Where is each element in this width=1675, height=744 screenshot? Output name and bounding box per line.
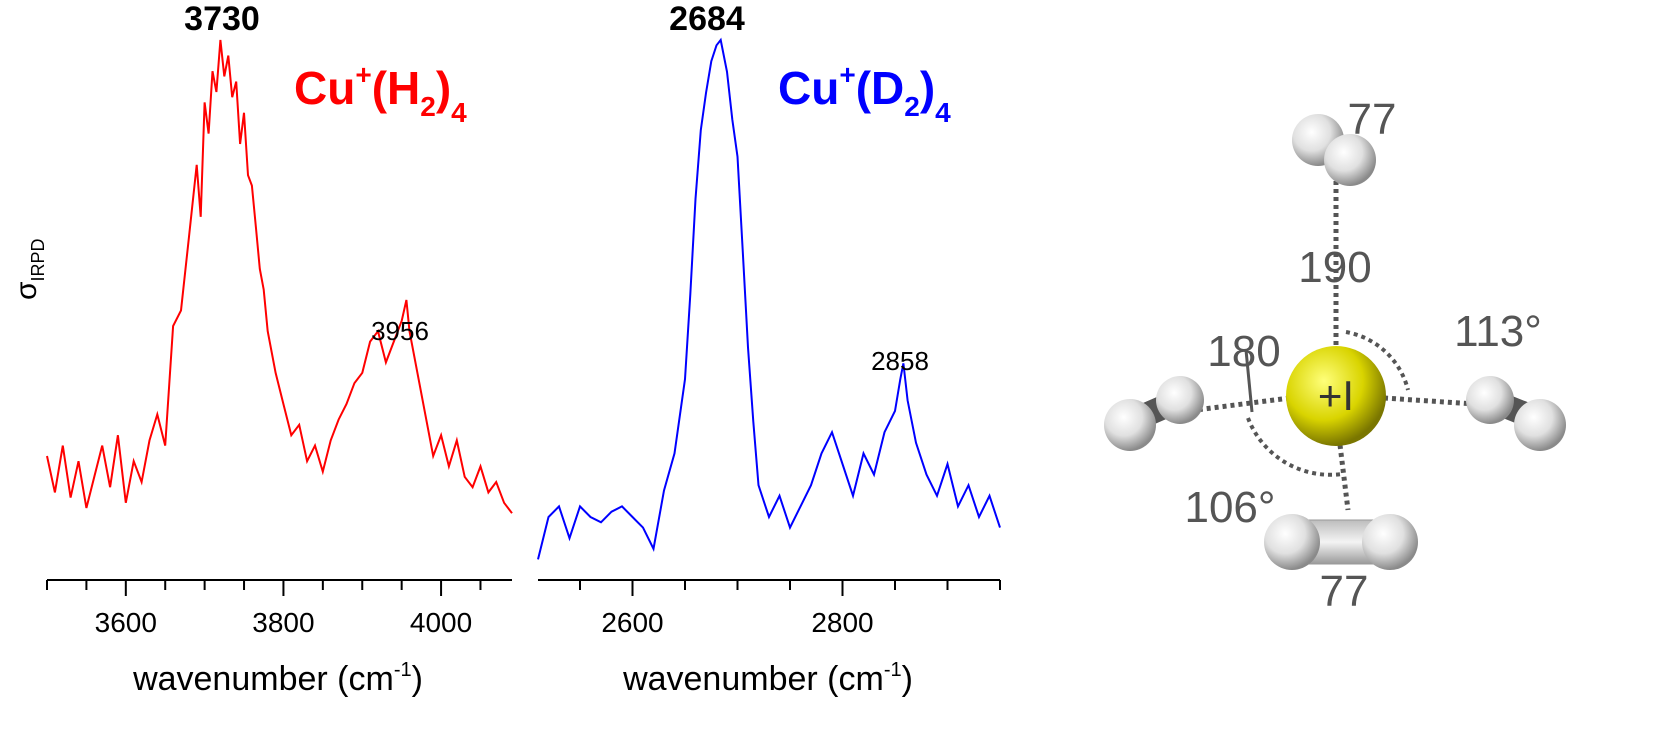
x-tick-h2-label: 4000 [410,607,472,638]
peak-label-3730: 3730 [184,0,260,38]
secondary-peak-label-2858: 2858 [871,346,929,376]
x-tick-h2-label: 3600 [95,607,157,638]
distance-label-top-77: 77 [1348,95,1397,144]
x-tick-d2-label: 2800 [811,607,873,638]
spectrum-line-h2 [46,39,513,514]
angle-arc-113 [1345,330,1410,391]
x-tick-d2-label: 2600 [601,607,663,638]
spectrum-panel-h2: 3600 3800 4000 3730 3956 Cu+(H2)4 wavenumb… [46,0,513,698]
h2-molecule-bottom [1264,514,1418,570]
distance-label-180: 180 [1207,327,1280,376]
x-axis-label-h2: wavenumber (cm-1) [132,659,423,698]
title-cu-h2-4: Cu+(H2)4 [294,59,467,128]
x-ticks-d2: 2600 2800 [579,580,1001,638]
x-tick-h2-label: 3800 [252,607,314,638]
spectrum-panel-d2: 2600 2800 2684 2858 Cu+(D2)4 wavenumber (… [537,0,1001,698]
h2-molecule-left [1104,376,1204,451]
distance-label-190: 190 [1298,243,1371,292]
distance-label-bottom-77: 77 [1320,567,1369,616]
angle-label-106: 106° [1184,483,1275,532]
x-axis-label-d2: wavenumber (cm-1) [622,659,913,698]
spectrum-line-d2 [537,37,1001,560]
title-cu-d2-4: Cu+(D2)4 [778,59,951,128]
peak-label-2684: 2684 [669,0,745,38]
y-axis-label: σIRPD [10,238,48,300]
h2-molecule-top [1292,114,1376,186]
cu-atom: +I [1286,346,1386,446]
y-axis-label-symbol: σ [10,281,43,300]
angle-arc-106 [1246,417,1343,477]
cu-h2-4-structure: +I 77 190 180 113° 106° 77 [1104,95,1566,616]
cu-oxidation-label: +I [1318,372,1354,419]
angle-label-113: 113° [1454,307,1542,356]
bond-cu-left [1179,395,1291,415]
secondary-peak-label-3956: 3956 [371,316,429,346]
y-axis-label-subscript: IRPD [28,238,48,281]
leader-line-180 [1244,349,1254,413]
bond-cu-bottom [1337,444,1351,511]
x-ticks-h2: 3600 3800 4000 [46,580,482,638]
h2-molecule-right [1466,376,1566,451]
